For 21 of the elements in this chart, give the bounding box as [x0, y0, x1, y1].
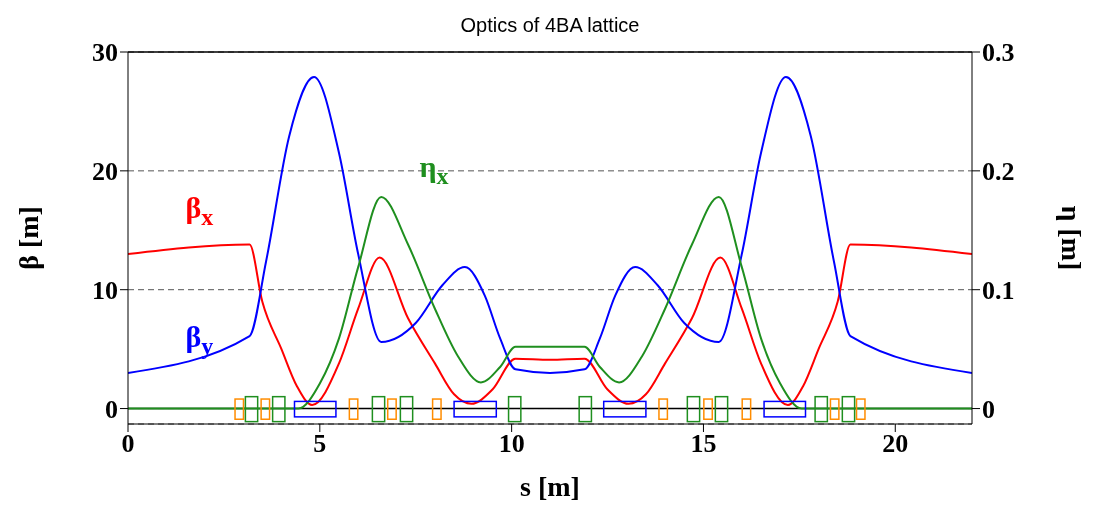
y-axis-title: β [m]: [12, 206, 44, 270]
y-tick-label: 10: [92, 275, 118, 305]
x-tick-label: 5: [313, 429, 327, 459]
y-tick-label: 30: [92, 38, 118, 68]
x-tick-label: 15: [690, 429, 717, 459]
y-tick-label: 0: [105, 394, 118, 424]
y2-tick-label: 0.1: [982, 275, 1015, 305]
series-label: η$_{x}$: [419, 149, 449, 189]
x-tick-label: 10: [498, 429, 525, 459]
y2-axis-title: η [m]: [1056, 205, 1088, 271]
series-label: β$_{x}$: [185, 191, 214, 231]
x-axis-title: s [m]: [520, 471, 580, 502]
chart-title: Optics of 4BA lattice: [460, 14, 640, 36]
series-label: β$_{y}$: [185, 319, 214, 359]
x-tick-label: 20: [882, 429, 909, 459]
line-series: [128, 75, 972, 374]
y2-tick-label: 0.3: [982, 38, 1015, 68]
y2-tick-label: 0.2: [982, 157, 1015, 187]
y-tick-label: 20: [92, 157, 118, 187]
y2-tick-label: 0: [982, 394, 995, 424]
line-series: [128, 243, 972, 406]
